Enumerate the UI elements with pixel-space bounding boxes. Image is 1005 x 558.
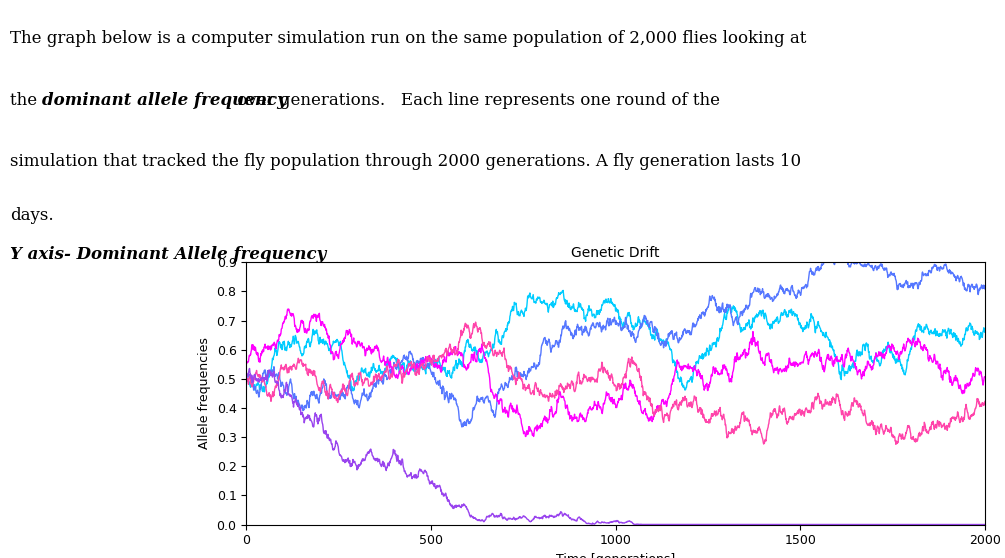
Text: the: the bbox=[10, 92, 42, 108]
Text: Y axis- Dominant Allele frequency: Y axis- Dominant Allele frequency bbox=[10, 246, 327, 263]
Text: simulation that tracked the fly population through 2000 generations. A fly gener: simulation that tracked the fly populati… bbox=[10, 153, 801, 170]
Text: The graph below is a computer simulation run on the same population of 2,000 fli: The graph below is a computer simulation… bbox=[10, 30, 806, 47]
Text: dominant allele frequency: dominant allele frequency bbox=[41, 92, 286, 108]
Title: Genetic Drift: Genetic Drift bbox=[571, 246, 660, 259]
Text: days.: days. bbox=[10, 207, 53, 224]
Text: over generations.   Each line represents one round of the: over generations. Each line represents o… bbox=[232, 92, 720, 108]
X-axis label: Time [generations]: Time [generations] bbox=[556, 553, 675, 558]
Y-axis label: Allele frequencies: Allele frequencies bbox=[198, 338, 211, 449]
